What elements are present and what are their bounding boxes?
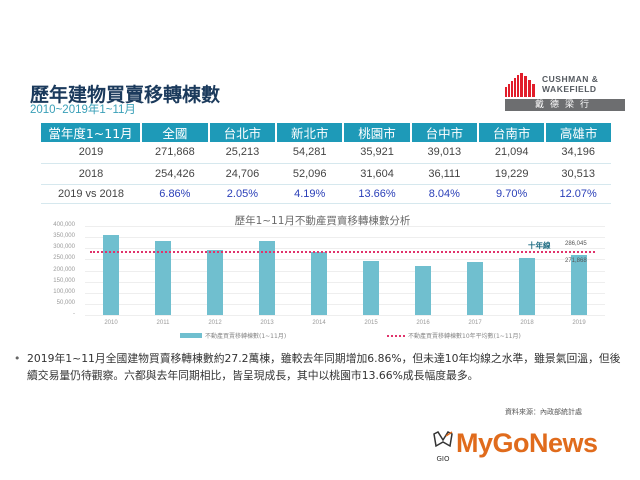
table-row-growth: 2019 vs 2018 6.86% 2.05% 4.19% 13.66% 8.…	[41, 184, 611, 204]
chart-title: 歷年1~11月不動產買賣移轉棟數分析	[234, 215, 411, 227]
legend-bar-swatch	[180, 333, 202, 338]
brand-chinese-band: 戴德梁行	[505, 99, 625, 111]
gridline	[85, 237, 605, 239]
bar-2013	[259, 240, 275, 315]
y-tick-label: 250,000	[53, 255, 75, 262]
table-row: 2018 254,426 24,706 52,096 31,604 36,111…	[41, 163, 611, 185]
summary-text: 2019年1~11月全國建物買賣移轉棟數約27.2萬棟，雖較去年同期增加6.86…	[27, 352, 621, 382]
brand-name: CUSHMAN & WAKEFIELD	[542, 74, 599, 94]
page-title: 歷年建物買賣移轉棟數	[30, 84, 221, 106]
gridline	[85, 248, 605, 250]
col-header: 全國	[141, 123, 210, 142]
x-tick-label: 2014	[312, 320, 326, 326]
bar-2014	[311, 252, 327, 315]
x-tick-label: 2011	[156, 320, 170, 326]
x-tick-label: 2012	[208, 320, 222, 326]
gridline	[85, 292, 605, 294]
cell: 12.07%	[545, 184, 611, 204]
col-header: 桃園市	[343, 123, 412, 142]
data-source: 資料來源：內政部統計處	[505, 408, 582, 416]
cell: 9.70%	[478, 184, 546, 204]
y-tick-label: 200,000	[53, 266, 75, 273]
cell: 4.19%	[276, 184, 344, 204]
page-subtitle: 2010~2019年1~11月	[30, 104, 136, 116]
y-tick-label: 50,000	[56, 299, 75, 306]
bar-2011	[155, 240, 171, 315]
table-row: 2019 271,868 25,213 54,281 35,921 39,013…	[41, 142, 611, 164]
ten-year-average-line	[90, 251, 595, 254]
x-tick-label: 2019	[572, 320, 586, 326]
legend-bar: 不動產買賣移轉棟數(1~11月)	[180, 331, 286, 340]
cell: 35,921	[343, 142, 411, 164]
gridline	[85, 315, 605, 316]
cell: 2019	[41, 142, 141, 164]
bar-2012	[207, 249, 223, 315]
y-tick-label: -	[73, 311, 75, 317]
cell: 25,213	[208, 142, 277, 164]
gridline	[85, 270, 605, 272]
cell: 254,426	[141, 163, 209, 185]
bar-chart: 歷年1~11月不動產買賣移轉棟數分析 400,000 350,000 300,000…	[30, 210, 615, 345]
mygonews-watermark: GIO MyGoNews	[432, 428, 632, 468]
legend-line-swatch	[387, 334, 405, 337]
transfer-table: 當年度1~11月 全國 台北市 新北市 桃園市 台中市 台南市 高雄市 2019…	[41, 123, 611, 204]
building-bars-icon	[505, 73, 535, 97]
mygonews-wordmark: MyGoNews	[456, 428, 598, 458]
x-tick-label: 2015	[364, 320, 378, 326]
col-header: 台北市	[208, 123, 278, 142]
y-tick-label: 150,000	[53, 277, 75, 284]
bar-2010	[103, 234, 119, 315]
m-emblem-icon	[433, 431, 453, 448]
cell: 6.86%	[141, 184, 209, 204]
cell: 31,604	[343, 163, 411, 185]
cell: 24,706	[208, 163, 277, 185]
summary-note: • 2019年1~11月全國建物買賣移轉棟數約27.2萬棟，雖較去年同期增加6.…	[14, 350, 624, 384]
col-header: 台中市	[410, 123, 480, 142]
avg-value-label: 286,045	[565, 241, 587, 247]
x-tick-label: 2018	[520, 320, 534, 326]
y-tick-label: 100,000	[53, 288, 75, 295]
x-tick-label: 2013	[260, 320, 274, 326]
cell: 30,513	[545, 163, 611, 185]
bar-2018	[519, 258, 535, 315]
y-tick-label: 400,000	[53, 222, 75, 228]
cell: 21,094	[478, 142, 546, 164]
gridline	[85, 226, 605, 227]
cell: 19,229	[478, 163, 546, 185]
y-tick-label: 350,000	[53, 233, 75, 240]
col-header: 新北市	[276, 123, 345, 142]
gridline	[85, 281, 605, 283]
x-tick-label: 2016	[416, 320, 430, 326]
cell: 271,868	[141, 142, 209, 164]
bar-2019	[571, 254, 587, 315]
cell: 36,111	[410, 163, 478, 185]
cell: 34,196	[545, 142, 611, 164]
x-tick-label: 2017	[468, 320, 482, 326]
gridline	[85, 259, 605, 261]
bar-2016	[415, 265, 431, 315]
cell: 2018	[41, 163, 141, 185]
cell: 54,281	[276, 142, 344, 164]
cell: 39,013	[410, 142, 478, 164]
bar-2019-value-label: 271,868	[565, 258, 587, 264]
y-tick-label: 300,000	[53, 244, 75, 251]
cushman-wakefield-logo: CUSHMAN & WAKEFIELD 戴德梁行	[505, 69, 625, 111]
col-header: 當年度1~11月	[41, 123, 142, 142]
cell: 2019 vs 2018	[41, 184, 141, 204]
bar-2015	[363, 261, 379, 315]
cell: 52,096	[276, 163, 344, 185]
table-header-row: 當年度1~11月 全國 台北市 新北市 桃園市 台中市 台南市 高雄市	[41, 123, 611, 142]
legend-line: 不動產買賣移轉棟數10年平均數(1~11月)	[387, 331, 521, 340]
bullet-icon: •	[14, 352, 21, 365]
mygonews-emblem-icon: GIO	[432, 430, 454, 463]
cell: 8.04%	[410, 184, 478, 204]
x-tick-label: 2010	[104, 320, 118, 326]
col-header: 高雄市	[545, 123, 611, 142]
cell: 2.05%	[208, 184, 277, 204]
bar-2017	[467, 261, 483, 315]
cell: 13.66%	[343, 184, 411, 204]
col-header: 台南市	[478, 123, 547, 142]
ten-year-line-label: 十年線	[528, 241, 551, 250]
gridline	[85, 303, 605, 305]
